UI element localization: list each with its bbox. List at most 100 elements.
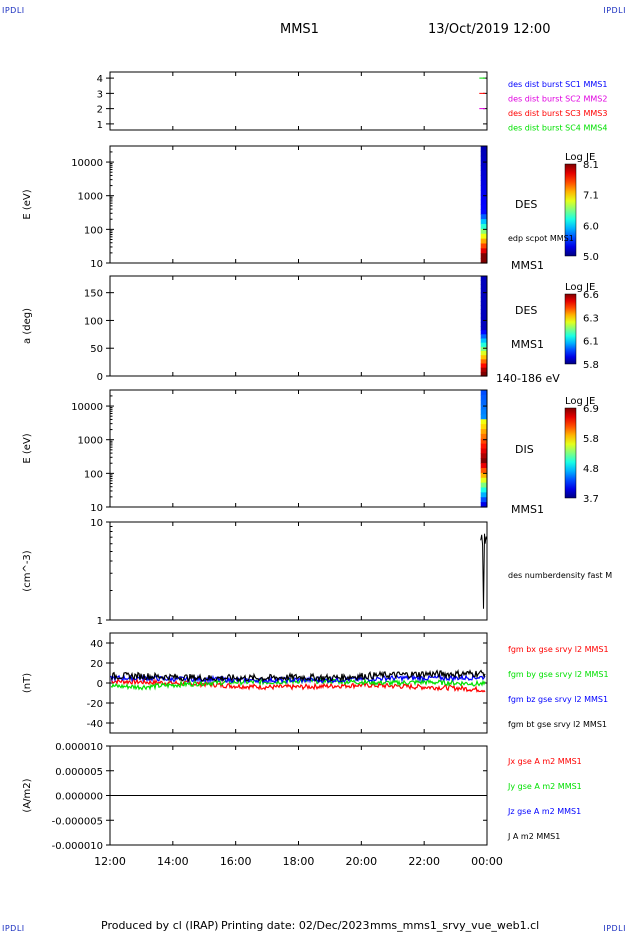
spectrogram-cell xyxy=(480,301,487,306)
des-energy-spectrogram-panel: Log JE8.1 7.1 6.0 5.0 DES edp scpot MMS1 MMS1 1… xyxy=(22,145,599,272)
colorbar xyxy=(564,407,577,499)
spectrogram-cell xyxy=(480,219,487,225)
panel-bottom-label: MMS1 xyxy=(511,503,544,516)
spectrogram-cell xyxy=(480,487,487,493)
spectrogram-cell xyxy=(480,155,487,162)
spectrogram-cell xyxy=(480,429,487,435)
y-tick-label: 10 xyxy=(90,259,103,270)
y-axis-label: (A/m2) xyxy=(22,778,33,812)
spectrogram-cell xyxy=(480,180,487,186)
spectrogram-cell xyxy=(480,443,487,450)
spectrogram-cell xyxy=(480,326,487,331)
legend-entry: des numberdensity fast M xyxy=(508,571,612,580)
dis-energy-spectrogram-panel: Log JE6.9 5.8 4.8 3.7 DIS MMS1 10 100 1000 10000 E… xyxy=(22,389,599,516)
spectrogram-cell xyxy=(480,309,487,315)
legend-entry: des dist burst SC3 MMS3 xyxy=(508,109,607,118)
spectrogram-cell xyxy=(480,150,487,157)
y-tick-label: 0 xyxy=(97,679,103,690)
colorbar-tick-label: 7.1 xyxy=(583,191,599,202)
spectrogram-cell xyxy=(480,482,487,489)
x-tick-label: 20:00 xyxy=(345,855,377,868)
y-tick-label: 100 xyxy=(84,316,103,327)
footer-file-name: mms_mms1_srvy_vue_web1.cl xyxy=(370,919,540,932)
y-tick-label: -0.000010 xyxy=(52,841,103,852)
y-axis-label: (cm^-3) xyxy=(22,550,33,591)
spectrogram-cell xyxy=(480,258,487,264)
colorbar xyxy=(564,293,577,365)
y-tick-label: 0.000010 xyxy=(55,742,103,753)
colorbar-tick-label: 5.8 xyxy=(583,434,599,445)
corner-label-top-right: IPDLI xyxy=(603,6,626,15)
spectrogram-cell xyxy=(480,296,487,302)
x-tick-label: 18:00 xyxy=(283,855,315,868)
spectrogram-cell xyxy=(480,438,487,445)
y-tick-label: 100 xyxy=(84,469,103,480)
spectrogram-cell xyxy=(480,359,487,365)
spectrogram-cell xyxy=(480,477,487,484)
spectrogram-cell xyxy=(480,367,487,373)
legend-entry: fgm by gse srvy l2 MMS1 xyxy=(508,670,609,679)
data-series-line xyxy=(110,677,486,691)
x-tick-label: 22:00 xyxy=(408,855,440,868)
panel-bottom-label: 140-186 eV xyxy=(496,372,560,385)
legend-entry: Jz gse A m2 MMS1 xyxy=(507,807,581,816)
data-series-line xyxy=(110,677,486,693)
spectrogram-cell xyxy=(480,419,487,425)
spectrogram-cell xyxy=(480,394,487,401)
spectrogram-cell xyxy=(480,363,487,369)
colorbar-title: Log JE xyxy=(565,152,595,163)
spectrogram-cell xyxy=(480,468,487,474)
spectrogram-cell xyxy=(480,228,487,235)
spectrogram-cell xyxy=(480,292,487,298)
y-tick-label: 10 xyxy=(90,518,103,529)
spectrogram-cell xyxy=(480,214,487,220)
panel-frame xyxy=(109,389,488,508)
species-label: DIS xyxy=(515,443,534,456)
y-tick-label: 0.000005 xyxy=(55,767,103,778)
colorbar-tick-label: 4.8 xyxy=(583,464,599,475)
y-tick-label: 20 xyxy=(90,659,103,670)
spectrogram-cell xyxy=(480,204,487,210)
spectrogram-cell xyxy=(480,433,487,440)
colorbar-title: Log JE xyxy=(565,396,595,407)
x-tick-label: 14:00 xyxy=(157,855,189,868)
spectrogram-cell xyxy=(480,351,487,356)
spectrogram-cell xyxy=(480,338,487,344)
y-tick-label: -20 xyxy=(87,699,103,710)
data-series-line xyxy=(110,669,486,684)
spectrogram-cell xyxy=(480,253,487,259)
y-tick-label: 10 xyxy=(90,503,103,514)
spacecraft-title: MMS1 xyxy=(280,22,319,37)
legend-entry: des dist burst SC1 MMS1 xyxy=(508,80,607,89)
y-axis-label: a (deg) xyxy=(22,308,33,344)
y-tick-label: 3 xyxy=(97,89,103,100)
x-tick-label: 12:00 xyxy=(94,855,126,868)
panel-sublabel: edp scpot MMS1 xyxy=(508,234,574,243)
datetime-title: 13/Oct/2019 12:00 xyxy=(428,22,551,37)
panel-frame xyxy=(109,275,488,377)
colorbar-tick-label: 3.7 xyxy=(583,494,599,505)
spectrogram-cell xyxy=(480,313,487,319)
spectrogram-cell xyxy=(480,453,487,459)
colorbar-tick-label: 8.1 xyxy=(583,160,599,171)
spectrogram-cell xyxy=(480,276,487,281)
y-tick-label: 100 xyxy=(84,225,103,236)
panel-bottom-label: MMS1 xyxy=(511,259,544,272)
y-tick-label: 1 xyxy=(97,616,103,627)
legend-entry: des dist burst SC2 MMS2 xyxy=(508,95,607,104)
y-tick-label: 1000 xyxy=(78,192,103,203)
spectrogram-cell xyxy=(480,189,487,196)
spectrogram-cell xyxy=(480,458,487,464)
y-tick-label: -0.000005 xyxy=(52,816,103,827)
spectrogram-cell xyxy=(480,414,487,420)
legend-entry: fgm bt gse srvy l2 MMS1 xyxy=(508,720,607,729)
y-axis-label: E (eV) xyxy=(22,433,33,463)
panel-frame xyxy=(109,71,488,131)
colorbar-tick-label: 6.3 xyxy=(583,313,599,324)
density-panel: 1 10 (cm^-3) des numberdensity fast M xyxy=(22,518,612,627)
footer-printing-date: Printing date: 02/Dec/2023 xyxy=(221,919,370,932)
spectrogram-cell xyxy=(480,424,487,430)
spectrogram-cell xyxy=(480,248,487,254)
